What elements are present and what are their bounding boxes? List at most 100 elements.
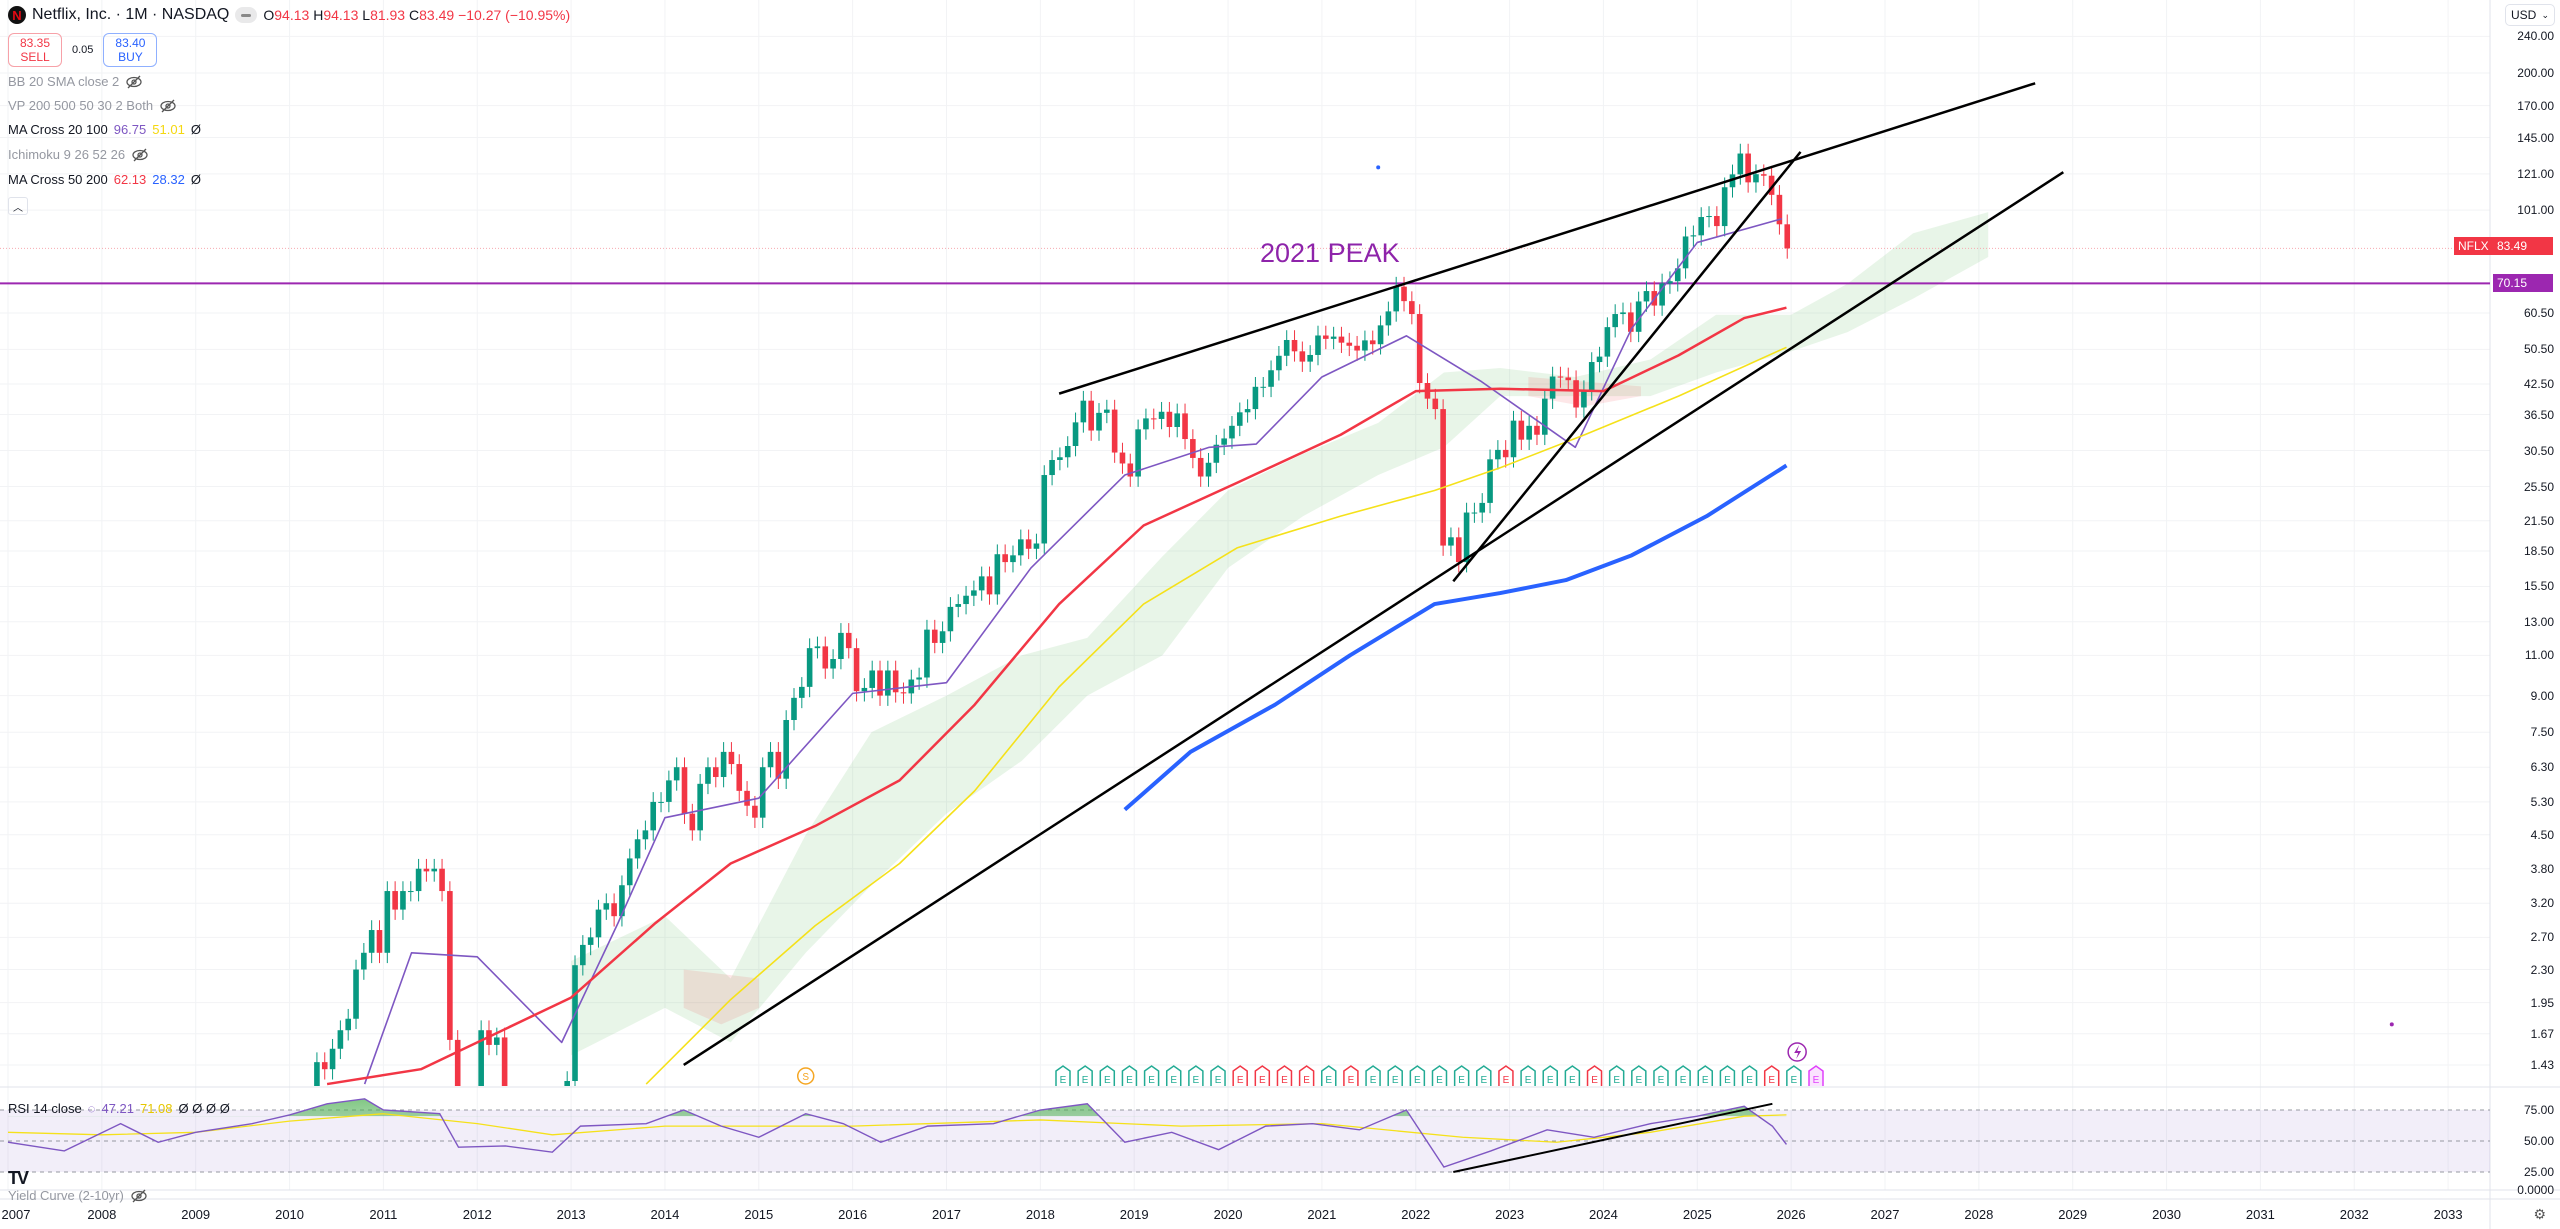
- earnings-marker[interactable]: E: [1675, 1065, 1691, 1088]
- tradingview-logo-icon[interactable]: TV: [8, 1168, 29, 1188]
- candle-body: [478, 1030, 484, 1086]
- earnings-marker[interactable]: E: [1431, 1065, 1448, 1088]
- eye-hidden-icon[interactable]: [159, 99, 177, 113]
- candle-body: [1776, 194, 1783, 225]
- earnings-label: E: [1082, 1075, 1089, 1086]
- earnings-badge: [1210, 1065, 1226, 1086]
- candle-body: [1362, 340, 1368, 351]
- eye-hidden-icon[interactable]: [130, 1189, 148, 1203]
- earnings-marker[interactable]: E: [1631, 1065, 1647, 1088]
- candle-body: [611, 903, 617, 917]
- earnings-marker[interactable]: E: [1321, 1065, 1337, 1088]
- earnings-marker[interactable]: E: [1498, 1065, 1514, 1088]
- last-price-tag: 83.49: [2493, 237, 2553, 255]
- candle-body: [1330, 336, 1337, 339]
- symbol-title[interactable]: Netflix, Inc. · 1M · NASDAQ: [32, 6, 230, 23]
- candle-body: [666, 780, 672, 802]
- earnings-marker[interactable]: E: [1055, 1065, 1071, 1088]
- sell-button[interactable]: 83.35 SELL: [8, 33, 62, 67]
- time-axis-label: 2021: [1307, 1207, 1337, 1222]
- eye-hidden-icon[interactable]: [131, 148, 149, 162]
- earnings-label: E: [1658, 1075, 1665, 1086]
- candle-body: [1409, 301, 1415, 315]
- indicator-legend-row[interactable]: Ichimoku 9 26 52 26: [8, 147, 149, 162]
- earnings-marker[interactable]: E: [1542, 1065, 1558, 1088]
- earnings-marker[interactable]: E: [1586, 1065, 1603, 1088]
- candle-body: [1471, 512, 1478, 514]
- time-axis-label: 2009: [181, 1207, 211, 1222]
- earnings-marker[interactable]: E: [1786, 1065, 1802, 1088]
- earnings-marker[interactable]: E: [1365, 1065, 1381, 1088]
- earnings-marker[interactable]: E: [1232, 1065, 1248, 1088]
- candle-body: [1455, 537, 1462, 563]
- candle-body: [1502, 449, 1509, 458]
- loading-icon: ◌: [87, 1101, 96, 1116]
- price-axis-label: 240.00: [2517, 29, 2554, 44]
- earnings-marker[interactable]: E: [1165, 1065, 1182, 1088]
- indicator-label: MA Cross 50 200: [8, 172, 108, 187]
- collapse-header-button[interactable]: [235, 7, 258, 23]
- annotation-2021-peak[interactable]: 2021 PEAK: [1260, 238, 1400, 268]
- indicator-legend-row[interactable]: MA Cross 20 100 96.75 51.01 Ø: [8, 122, 201, 137]
- candle-body: [1760, 174, 1767, 176]
- earnings-marker[interactable]: E: [1608, 1065, 1625, 1088]
- candle-body: [1041, 475, 1048, 544]
- earnings-marker[interactable]: E: [1254, 1065, 1271, 1088]
- candle-body: [431, 868, 438, 872]
- earnings-marker[interactable]: E: [1276, 1065, 1293, 1088]
- candle-body: [1518, 420, 1525, 440]
- earnings-marker[interactable]: E: [1409, 1065, 1426, 1088]
- earnings-marker[interactable]: E: [1143, 1065, 1160, 1088]
- earnings-marker[interactable]: E: [1763, 1065, 1780, 1088]
- earnings-marker[interactable]: E: [1298, 1065, 1315, 1088]
- candle-body: [1283, 339, 1290, 356]
- currency-dropdown[interactable]: USD ⌄: [2505, 4, 2555, 26]
- rsi-title[interactable]: RSI 14 close: [8, 1101, 82, 1116]
- settings-gear-icon[interactable]: ⚙: [2533, 1206, 2546, 1222]
- earnings-marker[interactable]: E: [1099, 1065, 1116, 1088]
- earnings-marker[interactable]: E: [1343, 1065, 1359, 1088]
- earnings-marker[interactable]: E: [1564, 1065, 1581, 1088]
- candle-body: [705, 767, 711, 784]
- indicator-legend-row[interactable]: MA Cross 50 200 62.13 28.32 Ø: [8, 172, 201, 187]
- candle-body: [1244, 409, 1251, 413]
- eye-hidden-icon[interactable]: [125, 75, 143, 89]
- candle-body: [400, 891, 406, 910]
- candle-body: [1049, 459, 1055, 476]
- earnings-marker[interactable]: E: [1719, 1065, 1736, 1088]
- earnings-marker[interactable]: E: [1077, 1065, 1093, 1088]
- earnings-marker[interactable]: E: [1808, 1065, 1824, 1088]
- price-axis-label: 101.00: [2517, 203, 2554, 218]
- earnings-badge: [1453, 1065, 1470, 1086]
- earnings-marker[interactable]: E: [1121, 1065, 1138, 1088]
- indicator-legend-row[interactable]: VP 200 500 50 30 2 Both: [8, 98, 177, 113]
- earnings-marker[interactable]: E: [1476, 1065, 1492, 1088]
- earnings-label: E: [1768, 1075, 1775, 1086]
- buy-button[interactable]: 83.40 BUY: [103, 33, 158, 67]
- earnings-marker[interactable]: E: [1188, 1065, 1204, 1088]
- candle-body: [767, 751, 774, 768]
- candle-body: [830, 659, 836, 669]
- earnings-marker[interactable]: E: [1387, 1065, 1403, 1088]
- candle-body: [1299, 351, 1306, 362]
- earnings-marker[interactable]: E: [1210, 1065, 1226, 1088]
- price-axis-label: 145.00: [2517, 130, 2554, 145]
- rsi-ma-line: [7, 1113, 1787, 1143]
- earnings-marker[interactable]: E: [1453, 1065, 1470, 1088]
- earnings-marker[interactable]: E: [1741, 1065, 1758, 1088]
- yield-curve-label[interactable]: Yield Curve (2-10yr): [8, 1188, 124, 1203]
- earnings-marker[interactable]: E: [1697, 1065, 1714, 1088]
- price-axis-label: 50.50: [2523, 342, 2554, 357]
- earnings-badge: [1719, 1065, 1736, 1086]
- price-axis-label: 21.50: [2523, 513, 2554, 528]
- collapse-legend-button[interactable]: ︿: [8, 197, 28, 215]
- earnings-marker[interactable]: E: [1653, 1065, 1669, 1088]
- split-marker[interactable]: [796, 1067, 815, 1085]
- candle-body: [1002, 554, 1008, 563]
- candle-body: [376, 930, 383, 953]
- earnings-marker[interactable]: E: [1520, 1065, 1536, 1088]
- indicator-legend-row[interactable]: BB 20 SMA close 2: [8, 74, 143, 89]
- moving-average-line: [645, 346, 1787, 1085]
- candle-body: [1236, 412, 1243, 426]
